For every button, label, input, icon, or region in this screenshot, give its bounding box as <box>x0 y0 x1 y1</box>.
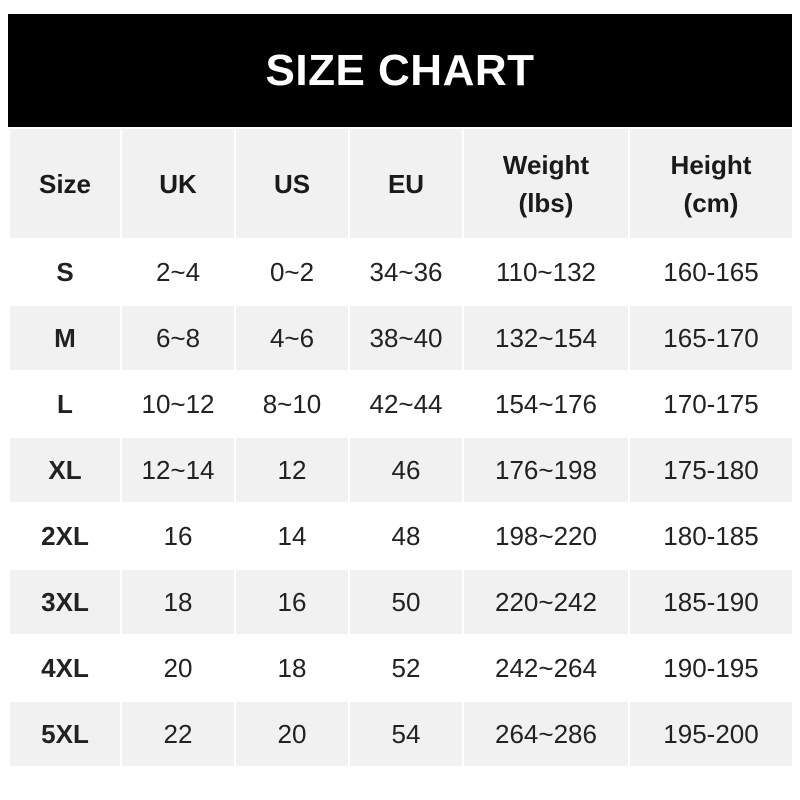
cell-size: L <box>8 370 122 438</box>
chart-title: SIZE CHART <box>8 14 792 127</box>
cell-size: 3XL <box>8 568 122 636</box>
header-label: Size <box>38 168 92 199</box>
cell-size: 5XL <box>8 700 122 768</box>
cell-us: 18 <box>234 634 350 702</box>
cell-height: 185-190 <box>628 568 794 636</box>
cell-size: 2XL <box>8 502 122 570</box>
cell-us: 14 <box>234 502 350 570</box>
cell-weight: 176~198 <box>462 436 630 504</box>
cell-weight: 132~154 <box>462 304 630 372</box>
table-row: 3XL 18 16 50 220~242 185-190 <box>8 568 794 636</box>
cell-eu: 54 <box>348 700 464 768</box>
cell-eu: 34~36 <box>348 238 464 306</box>
table-body: S 2~4 0~2 34~36 110~132 160-165 M 6~8 4~6 38~40 13… <box>8 238 794 768</box>
cell-us: 12 <box>234 436 350 504</box>
table-row: XL 12~14 12 46 176~198 175-180 <box>8 436 794 504</box>
cell-uk: 20 <box>120 634 236 702</box>
cell-uk: 18 <box>120 568 236 636</box>
cell-height: 160-165 <box>628 238 794 306</box>
cell-size: 4XL <box>8 634 122 702</box>
header-label: (lbs) <box>518 187 574 218</box>
table-row: 5XL 22 20 54 264~286 195-200 <box>8 700 794 768</box>
header-height: Height (cm) <box>628 127 794 240</box>
table-row: L 10~12 8~10 42~44 154~176 170-175 <box>8 370 794 438</box>
cell-uk: 12~14 <box>120 436 236 504</box>
header-label: Weight <box>502 149 590 180</box>
cell-eu: 50 <box>348 568 464 636</box>
header-us: US <box>234 127 350 240</box>
cell-size: M <box>8 304 122 372</box>
header-label: EU <box>387 168 425 199</box>
cell-height: 175-180 <box>628 436 794 504</box>
cell-us: 4~6 <box>234 304 350 372</box>
table-row: 4XL 20 18 52 242~264 190-195 <box>8 634 794 702</box>
table-row: S 2~4 0~2 34~36 110~132 160-165 <box>8 238 794 306</box>
cell-uk: 2~4 <box>120 238 236 306</box>
cell-eu: 42~44 <box>348 370 464 438</box>
cell-uk: 22 <box>120 700 236 768</box>
cell-eu: 46 <box>348 436 464 504</box>
header-weight: Weight (lbs) <box>462 127 630 240</box>
cell-eu: 52 <box>348 634 464 702</box>
cell-weight: 154~176 <box>462 370 630 438</box>
header-eu: EU <box>348 127 464 240</box>
header-size: Size <box>8 127 122 240</box>
header-label: UK <box>159 168 197 199</box>
cell-height: 180-185 <box>628 502 794 570</box>
cell-uk: 6~8 <box>120 304 236 372</box>
cell-height: 195-200 <box>628 700 794 768</box>
cell-us: 16 <box>234 568 350 636</box>
cell-size: XL <box>8 436 122 504</box>
cell-uk: 16 <box>120 502 236 570</box>
table-row: M 6~8 4~6 38~40 132~154 165-170 <box>8 304 794 372</box>
header-row: Size UK US EU Weight (lbs) Height (cm) <box>8 127 794 240</box>
cell-weight: 242~264 <box>462 634 630 702</box>
cell-height: 190-195 <box>628 634 794 702</box>
cell-weight: 110~132 <box>462 238 630 306</box>
header-label: US <box>273 168 311 199</box>
cell-us: 8~10 <box>234 370 350 438</box>
table-row: 2XL 16 14 48 198~220 180-185 <box>8 502 794 570</box>
header-label: Height <box>670 149 752 180</box>
cell-height: 165-170 <box>628 304 794 372</box>
cell-weight: 220~242 <box>462 568 630 636</box>
cell-weight: 198~220 <box>462 502 630 570</box>
cell-height: 170-175 <box>628 370 794 438</box>
header-label: (cm) <box>683 187 739 218</box>
cell-uk: 10~12 <box>120 370 236 438</box>
cell-size: S <box>8 238 122 306</box>
cell-us: 20 <box>234 700 350 768</box>
cell-us: 0~2 <box>234 238 350 306</box>
header-uk: UK <box>120 127 236 240</box>
cell-eu: 48 <box>348 502 464 570</box>
cell-eu: 38~40 <box>348 304 464 372</box>
cell-weight: 264~286 <box>462 700 630 768</box>
size-table: Size UK US EU Weight (lbs) Height (cm) S 2~4 0~2 3… <box>8 127 794 768</box>
